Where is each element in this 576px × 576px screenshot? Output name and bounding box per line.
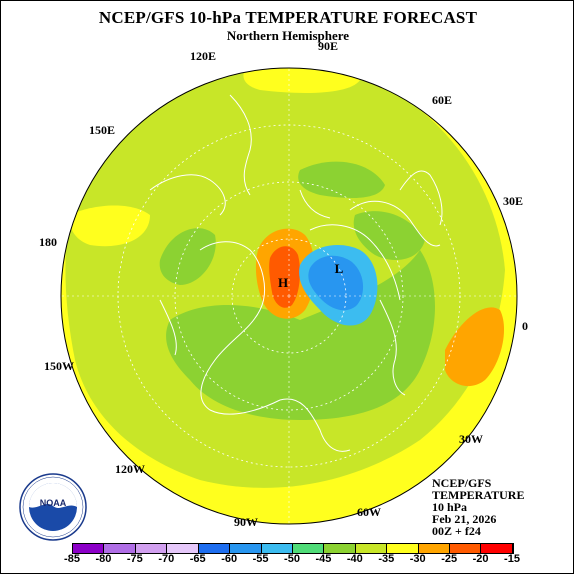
field-yellow-patch-north — [243, 68, 360, 93]
color-legend-swatch — [167, 544, 199, 553]
color-legend-tick-label: -80 — [95, 553, 112, 565]
warm-region-red — [269, 246, 300, 308]
field-yellow-patch-west — [69, 205, 150, 247]
color-legend-labels: -85 -80 -75 -70 -65 -60 -55 -50 -45 -40 -35 -30 -25 -… — [64, 553, 520, 567]
color-legend-swatch — [73, 544, 105, 553]
color-legend-swatch — [387, 544, 419, 553]
color-legend-tick-label: -25 — [441, 553, 458, 565]
page-title: NCEP/GFS 10-hPa TEMPERATURE FORECAST — [98, 8, 478, 27]
lon-label-0: 0 — [522, 319, 528, 333]
noaa-logo-text: NOAA — [40, 498, 67, 508]
lon-label-30w: 30W — [459, 432, 483, 446]
color-legend-tick-label: -65 — [189, 553, 206, 565]
lon-label-150e: 150E — [89, 123, 116, 137]
lon-label-90e: 90E — [318, 39, 339, 53]
color-legend — [72, 543, 514, 554]
color-legend-tick-label: -55 — [252, 553, 269, 565]
color-legend-tick-label: -30 — [409, 553, 426, 565]
info-block: NCEP/GFS TEMPERATURE 10 hPa Feb 21, 2026… — [432, 477, 524, 537]
lon-label-180: 180 — [39, 235, 57, 249]
color-legend-tick-label: -35 — [378, 553, 395, 565]
info-level: 10 hPa — [432, 500, 468, 514]
color-legend-swatch — [261, 544, 293, 553]
coastlines — [149, 94, 443, 452]
info-variable: TEMPERATURE — [432, 488, 525, 502]
field-green-west — [159, 228, 216, 285]
color-legend-swatch — [450, 544, 482, 553]
low-pressure-marker: L — [335, 261, 344, 276]
color-legend-tick-label: -70 — [158, 553, 175, 565]
lon-label-150w: 150W — [44, 359, 74, 373]
field-green-east — [353, 211, 425, 260]
high-pressure-marker: H — [278, 275, 288, 290]
color-legend-swatch — [292, 544, 325, 553]
map-boundary — [60, 67, 518, 525]
info-model: NCEP/GFS — [432, 476, 492, 490]
lon-label-30e: 30E — [503, 194, 524, 208]
cold-region-blue — [308, 255, 364, 311]
longitude-lines — [61, 68, 517, 524]
color-legend-tick-label: -20 — [472, 553, 489, 565]
info-date: Feb 21, 2026 — [432, 512, 497, 526]
info-forecast-time: 00Z + f24 — [432, 524, 481, 538]
color-legend-tick-label: -75 — [126, 553, 143, 565]
lon-label-60w: 60W — [357, 505, 381, 519]
color-legend-swatch — [198, 544, 231, 553]
lon-label-120e: 120E — [190, 49, 217, 63]
page-subtitle: Northern Hemisphere — [226, 28, 350, 43]
lon-label-90w: 90W — [234, 515, 258, 529]
color-legend-tick-label: -60 — [221, 553, 238, 565]
noaa-logo: NOAA — [19, 473, 87, 541]
color-legend-tick-label: -15 — [504, 553, 520, 565]
lon-label-60e: 60E — [432, 93, 453, 107]
color-legend-tick-label: -40 — [346, 553, 363, 565]
color-legend-swatch — [104, 544, 136, 553]
color-legend-swatch — [324, 544, 356, 553]
color-legend-swatch — [355, 544, 388, 553]
color-legend-swatch — [135, 544, 168, 553]
color-legend-tick-label: -45 — [315, 553, 332, 565]
color-legend-swatch — [230, 544, 262, 553]
lon-label-120w: 120W — [115, 462, 145, 476]
color-legend-tick-label: -85 — [64, 553, 80, 565]
warm-region-east-edge — [445, 307, 505, 387]
color-legend-tick-label: -50 — [284, 553, 300, 565]
color-legend-swatch — [481, 544, 513, 553]
color-legend-swatch — [418, 544, 451, 553]
field-green-north — [298, 161, 385, 198]
